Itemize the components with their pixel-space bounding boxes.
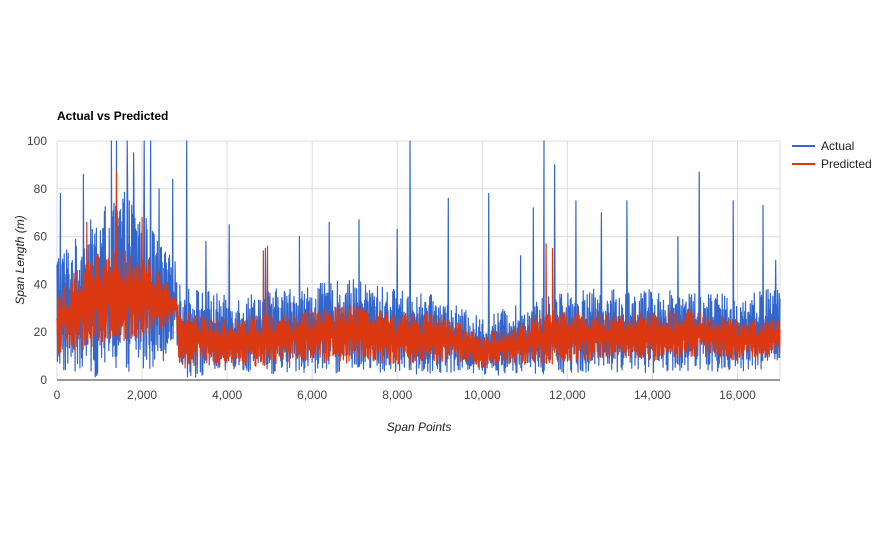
x-tick-label: 6,000	[297, 388, 327, 402]
y-tick-label: 40	[34, 277, 48, 291]
y-axis-title: Span Length (m)	[13, 215, 27, 304]
legend-item-predicted[interactable]: Predicted	[792, 157, 872, 171]
y-tick-label: 60	[34, 230, 48, 244]
y-tick-label: 80	[34, 182, 48, 196]
legend-label: Actual	[821, 139, 854, 153]
x-tick-label: 0	[54, 388, 61, 402]
legend[interactable]: Actual Predicted	[792, 139, 872, 171]
legend-item-actual[interactable]: Actual	[792, 139, 854, 153]
chart-title: Actual vs Predicted	[57, 109, 168, 123]
series-line-predicted	[56, 171, 781, 369]
legend-label: Predicted	[821, 157, 872, 171]
x-tick-label: 14,000	[634, 388, 671, 402]
x-axis-title: Span Points	[387, 420, 452, 434]
y-tick-label: 0	[40, 373, 47, 387]
x-tick-label: 4,000	[212, 388, 242, 402]
x-tick-label: 16,000	[719, 388, 756, 402]
x-tick-label: 2,000	[127, 388, 157, 402]
x-tick-label: 12,000	[549, 388, 586, 402]
axes: 0 20 40 60 80 100 0 2,000 4,000 6,000 8,000 10,000 1…	[27, 134, 780, 402]
plot-area	[56, 140, 781, 378]
x-tick-label: 10,000	[464, 388, 501, 402]
x-tick-label: 8,000	[382, 388, 412, 402]
y-tick-label: 100	[27, 134, 47, 148]
y-tick-label: 20	[34, 325, 48, 339]
